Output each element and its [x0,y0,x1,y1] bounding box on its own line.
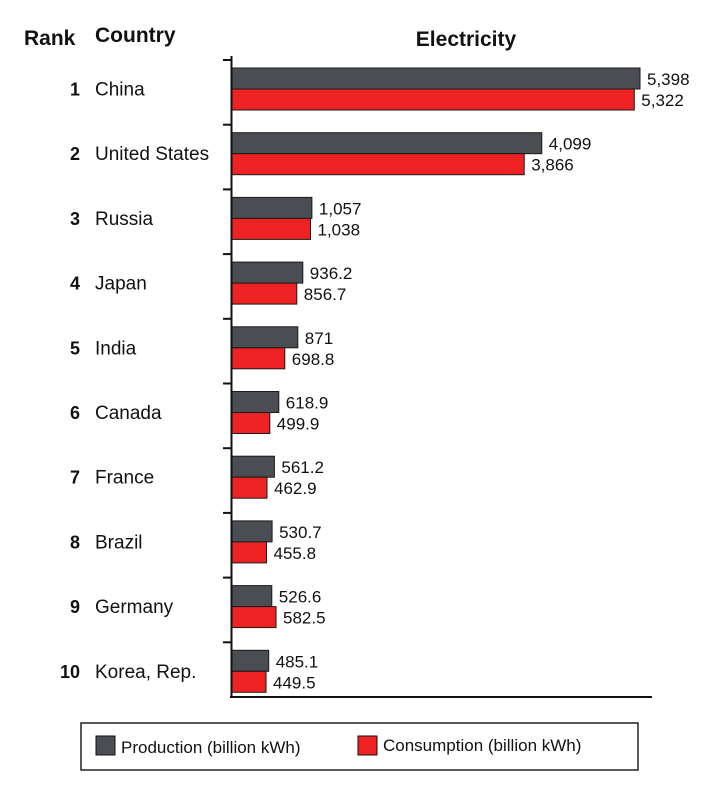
legend-label-consumption: Consumption (billion kWh) [383,736,581,755]
consumption-bar [231,282,298,305]
axis-ticks [223,59,232,644]
rank-label: 6 [70,403,80,423]
production-bar [231,391,280,413]
consumption-bar [231,412,271,434]
production-value-label: 871 [305,329,333,348]
rank-label: 8 [70,532,80,552]
country-header: Country [95,24,176,47]
consumption-value-label: 856.7 [304,285,347,304]
country-label: Japan [95,274,147,295]
legend-label-production: Production (billion kWh) [121,738,301,757]
country-label: India [95,338,137,359]
legend: Production (billion kWh) Consumption (bi… [80,722,639,771]
rank-label: 5 [70,338,80,358]
country-label: China [95,80,145,101]
production-bar [231,649,270,672]
rank-label: 4 [70,274,80,294]
production-value-label: 936.2 [310,264,353,283]
consumption-bar [231,88,635,111]
production-value-label: 485.1 [276,652,319,671]
production-bar [231,585,273,608]
consumption-value-label: 1,038 [318,220,361,239]
consumption-bar [231,153,525,176]
production-bar [231,261,304,284]
production-value-label: 5,398 [647,70,690,89]
country-label: Russia [95,209,154,230]
consumption-value-label: 582.5 [283,609,326,628]
production-bar [231,196,313,219]
rank-label: 2 [70,144,80,164]
rows-group: 1 China 5,398 5,322 2 United States 4,099 3,866… [60,67,690,693]
production-value-label: 526.6 [279,588,322,607]
production-bar [231,132,543,155]
consumption-value-label: 449.5 [273,673,316,692]
rank-label: 1 [70,80,80,100]
consumption-value-label: 499.9 [277,415,320,434]
consumption-bar [231,217,311,240]
consumption-value-label: 5,322 [641,91,684,110]
production-value-label: 1,057 [319,199,362,218]
production-bar [231,455,275,478]
consumption-bar [231,606,277,629]
rank-label: 7 [70,468,80,488]
country-label: France [95,468,154,489]
consumption-bar [231,670,267,693]
country-label: Brazil [95,532,143,553]
production-bar [231,326,299,349]
production-value-label: 618.9 [286,394,329,413]
consumption-value-label: 455.8 [274,544,317,563]
production-value-label: 4,099 [549,135,592,154]
rank-label: 3 [70,209,80,229]
country-label: Germany [95,597,174,618]
country-label: Korea, Rep. [95,662,196,683]
country-label: United States [95,144,209,165]
production-bar [231,67,641,90]
chart-title: Electricity [416,28,517,51]
production-bar [231,520,273,543]
legend-swatch-production [95,735,116,756]
rank-label: 9 [70,597,80,617]
country-label: Canada [95,403,162,424]
rank-label: 10 [60,662,80,682]
consumption-value-label: 3,866 [531,156,574,175]
production-value-label: 561.2 [281,458,324,477]
consumption-bar [231,541,267,564]
production-value-label: 530.7 [279,523,322,542]
rank-header: Rank [24,27,76,50]
consumption-bar [231,347,286,370]
legend-swatch-consumption [357,735,378,756]
consumption-bar [231,476,268,499]
consumption-value-label: 698.8 [292,350,335,369]
consumption-value-label: 462.9 [274,479,317,498]
